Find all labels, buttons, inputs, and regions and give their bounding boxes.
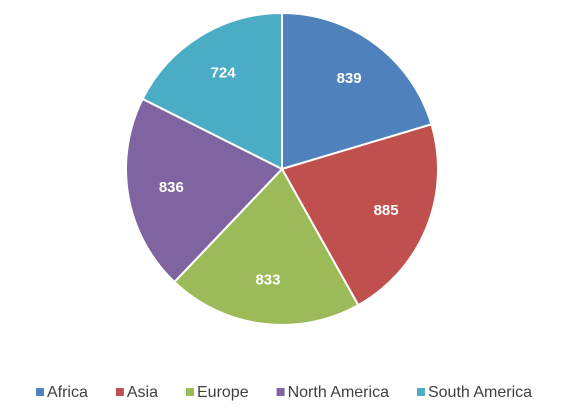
- pie-slice: [125, 97, 284, 284]
- legend-marker: [115, 388, 124, 396]
- legend-label: South America: [428, 384, 532, 401]
- pie-slice: [280, 123, 439, 307]
- pie-slice: [281, 11, 433, 171]
- legend-label: Africa: [47, 384, 88, 401]
- data-label: 724: [211, 64, 237, 81]
- pie-slice: [173, 167, 360, 326]
- data-label: 836: [159, 179, 184, 196]
- data-label: 833: [255, 271, 280, 288]
- legend-marker: [276, 388, 285, 396]
- legend-label: Europe: [197, 384, 249, 401]
- data-label: 839: [337, 70, 362, 87]
- data-label: 885: [374, 202, 399, 219]
- legend-marker: [35, 388, 44, 396]
- legend-marker: [186, 388, 194, 396]
- pie-slice: [141, 11, 283, 171]
- legend-label: North America: [288, 384, 389, 401]
- legend-label: Asia: [127, 384, 158, 401]
- legend-marker: [416, 388, 425, 396]
